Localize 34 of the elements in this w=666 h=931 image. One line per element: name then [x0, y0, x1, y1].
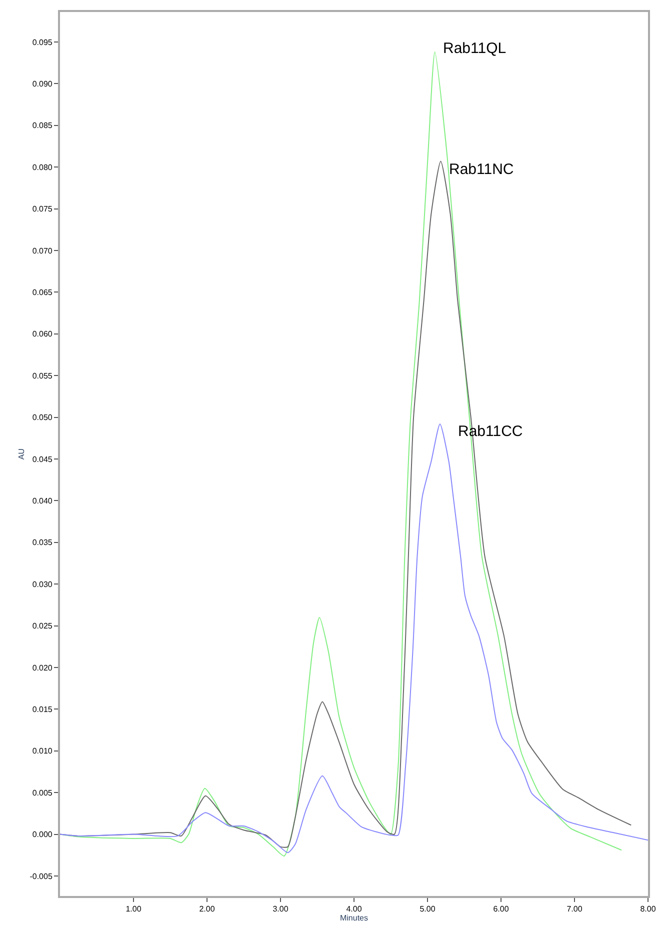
y-tick-label: 0.030 — [32, 580, 53, 589]
y-tick-label: 0.050 — [32, 413, 53, 422]
x-tick-label: 6.00 — [493, 904, 510, 914]
y-tick-label: 0.060 — [32, 330, 53, 339]
y-tick-label: -0.005 — [30, 872, 53, 881]
y-tick-label: 0.025 — [32, 622, 53, 631]
y-tick-label: 0.075 — [32, 204, 53, 214]
y-tick-label: 0.040 — [32, 496, 53, 506]
line-series — [60, 423, 648, 854]
y-tick-label: 0.055 — [32, 371, 53, 380]
x-tick-label: 3.00 — [272, 904, 289, 914]
y-axis-title: AU — [16, 448, 26, 460]
y-tick-label: 0.070 — [32, 246, 53, 256]
series-label: Rab11NC — [449, 161, 514, 178]
y-tick-label: 0.085 — [32, 121, 53, 130]
y-tick-label: 0.065 — [32, 288, 53, 298]
y-tick-label: 0.020 — [32, 663, 53, 672]
y-tick-label: 0.045 — [32, 454, 53, 464]
x-tick-label: 2.00 — [199, 904, 216, 914]
series-label: Rab11QL — [443, 40, 506, 57]
y-tick-label: 0.035 — [32, 538, 53, 548]
y-tick-label: 0.090 — [32, 80, 53, 89]
x-tick-label: 8.00 — [640, 904, 656, 914]
y-tick-label: 0.080 — [32, 162, 53, 172]
y-tick-label: 0.005 — [32, 788, 53, 798]
x-tick-label: 4.00 — [346, 904, 362, 914]
y-tick-label: 0.010 — [32, 746, 53, 756]
y-tick-label: 0.095 — [32, 38, 53, 47]
x-axis-title: Minutes — [340, 914, 368, 923]
y-tick-label: 0.015 — [32, 704, 53, 714]
x-tick-label: 7.00 — [566, 904, 583, 914]
x-tick-label: 1.00 — [126, 904, 142, 914]
y-tick-label: 0.000 — [32, 830, 53, 840]
x-tick-label: 5.00 — [420, 904, 436, 914]
